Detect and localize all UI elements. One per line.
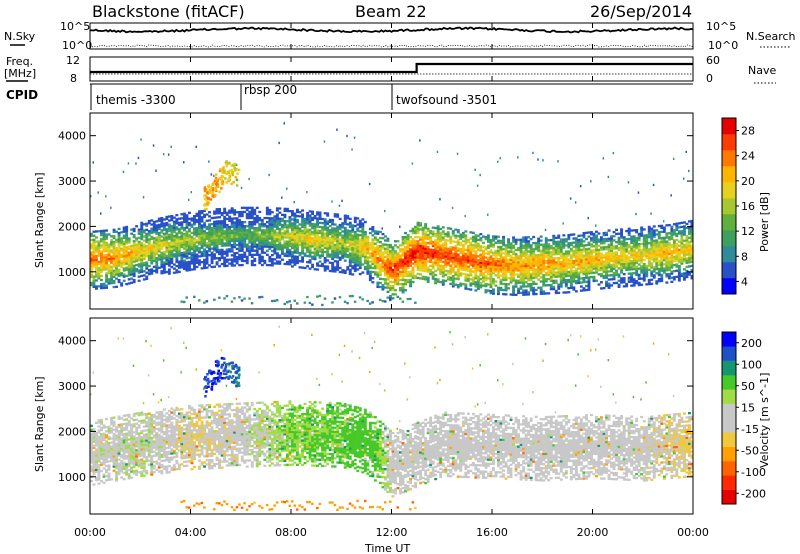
nave-tick-top: 60 xyxy=(706,54,720,67)
velocity-panel: 1000 2000 3000 4000 Slant Range [km] xyxy=(33,317,694,515)
power-y-ticks: 1000 2000 3000 4000 xyxy=(58,130,693,279)
nave-label: Nave xyxy=(748,64,776,77)
nsearch-label: N.Search xyxy=(746,30,796,43)
colorbar-tick-label: 50 xyxy=(741,380,755,393)
x-tick-label: 04:00 xyxy=(175,526,207,539)
nsky-label: N.Sky xyxy=(4,30,36,43)
colorbar-tick-label: 28 xyxy=(741,125,755,138)
cpid-entry-twofsound: twofsound -3501 xyxy=(396,93,497,107)
x-tick-label: 00:00 xyxy=(677,526,709,539)
velocity-colorbar-title: Velocity [m s^-1] xyxy=(758,373,771,468)
velocity-y-ticks: 1000 2000 3000 4000 xyxy=(58,335,693,484)
nave-tick-bottom: 0 xyxy=(706,72,713,85)
power-colorbar-title: Power [dB] xyxy=(758,192,771,252)
beam-title: Beam 22 xyxy=(355,2,427,21)
time-axis: 00:00 04:00 08:00 12:00 16:00 20:00 00:00 xyxy=(74,23,709,539)
cpid-entry-themis: themis -3300 xyxy=(96,93,176,107)
y-tick-label: 4000 xyxy=(58,335,86,348)
cpid-label: CPID xyxy=(6,88,38,102)
colorbar-tick-label: 16 xyxy=(741,200,755,213)
y-tick-label: 1000 xyxy=(58,266,86,279)
colorbar-tick-label: 200 xyxy=(741,337,762,350)
freq-trace xyxy=(90,62,693,74)
radar-title: Blackstone (fitACF) xyxy=(92,2,245,21)
x-tick-label: 00:00 xyxy=(74,526,106,539)
colorbar-tick-label: -200 xyxy=(741,487,766,500)
freq-unit-label: [MHz] xyxy=(4,67,36,80)
colorbar-tick-label: 12 xyxy=(741,225,755,238)
colorbar-tick-label: 100 xyxy=(741,358,762,371)
freq-panel: Freq. [MHz] 12 8 60 0 Nave xyxy=(4,54,776,85)
x-tick-label: 08:00 xyxy=(275,526,307,539)
power-data xyxy=(90,122,694,307)
x-tick-label: 20:00 xyxy=(577,526,609,539)
colorbar-tick-label: 20 xyxy=(741,175,755,188)
velocity-data xyxy=(90,325,694,512)
colorbar-tick-label: 8 xyxy=(741,250,748,263)
nsky-trace xyxy=(89,26,694,34)
velocity-ylabel: Slant Range [km] xyxy=(33,376,46,472)
freq-tick-bottom: 8 xyxy=(70,72,77,85)
x-tick-label: 12:00 xyxy=(376,526,408,539)
power-ylabel: Slant Range [km] xyxy=(33,172,46,268)
power-panel: 1000 2000 3000 4000 Slant Range [km] xyxy=(33,112,694,310)
noise-tick-right-top: 10^5 xyxy=(706,20,736,33)
noise-tick-left-top: 10^5 xyxy=(60,20,90,33)
noise-tick-left-bottom: 10^0 xyxy=(62,39,92,52)
y-tick-label: 1000 xyxy=(58,471,86,484)
cpid-strip: CPID themis -3300 rbsp 200 twofsound -35… xyxy=(6,83,693,110)
x-tick-label: 16:00 xyxy=(476,526,508,539)
colorbar-tick-label: 4 xyxy=(741,275,748,288)
colorbar-tick-label: -100 xyxy=(741,466,766,479)
noise-tick-right-bottom: 10^0 xyxy=(708,39,738,52)
noise-panel: N.Sky 10^5 10^0 10^5 10^0 N.Search xyxy=(4,20,796,52)
colorbar-tick-label: 24 xyxy=(741,150,755,163)
colorbar-tick-label: -15 xyxy=(741,423,759,436)
date-title: 26/Sep/2014 xyxy=(590,2,692,21)
y-tick-label: 4000 xyxy=(58,130,86,143)
colorbar-tick-label: -50 xyxy=(741,444,759,457)
velocity-colorbar: 200 100 50 15 -15 -50 -100 -200 xyxy=(721,331,766,505)
cpid-entry-rbsp: rbsp 200 xyxy=(244,83,297,97)
y-tick-label: 3000 xyxy=(58,175,86,188)
y-tick-label: 2000 xyxy=(58,220,86,233)
freq-tick-top: 12 xyxy=(66,54,80,67)
freq-label: Freq. xyxy=(6,55,33,68)
colorbar-tick-label: 15 xyxy=(741,401,755,414)
xaxis-title: Time UT xyxy=(364,542,410,554)
power-colorbar: 28 24 20 16 12 8 4 xyxy=(721,117,755,295)
y-tick-label: 2000 xyxy=(58,425,86,438)
freq-traces xyxy=(90,62,693,75)
y-tick-label: 3000 xyxy=(58,380,86,393)
